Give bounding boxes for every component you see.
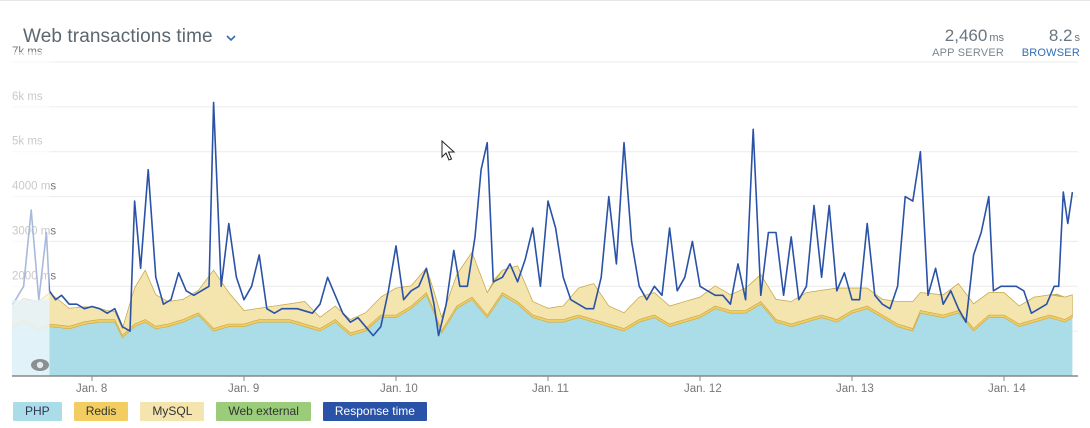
x-tick-label-1: Jan. 9 [228,383,259,395]
x-tick-label-3: Jan. 11 [532,383,569,395]
x-tick-label-2: Jan. 10 [380,383,418,395]
browser-unit: s [1074,32,1081,44]
chart-title-dropdown[interactable]: Web transactions time [23,26,237,48]
chart-title: Web transactions time [23,26,213,47]
legend-response-time[interactable]: Response time [322,402,427,421]
top-divider [0,0,1090,1]
x-tick-label-0: Jan. 8 [76,383,107,395]
browser-stat[interactable]: 8.2 s BROWSER [1022,26,1080,59]
legend-redis[interactable]: Redis [73,402,129,421]
app-server-label: APP SERVER [932,47,1004,59]
legend-mysql[interactable]: MySQL [140,402,205,421]
chart-legend: PHP Redis MySQL Web external Response ti… [13,402,427,421]
x-tick-label-5: Jan. 13 [836,383,874,395]
eye-icon [31,359,49,371]
legend-web-external[interactable]: Web external [216,402,311,421]
app-server-unit: ms [989,32,1004,44]
mouse-pointer-icon [441,139,456,167]
stacked-areas [0,101,1074,376]
area-web-external[interactable] [0,251,1073,330]
browser-label[interactable]: BROWSER [1021,47,1080,59]
line-response-time[interactable] [0,101,1074,337]
transactions-chart[interactable]: 1000 ms2000 ms3000 ms4000 ms5k ms6k ms7k… [0,0,1090,400]
area-php[interactable] [0,295,1073,376]
legend-php[interactable]: PHP [13,402,62,421]
browser-value: 8.2 [1048,26,1073,45]
x-tick-label-6: Jan. 14 [988,383,1026,395]
x-tick-label-4: Jan. 12 [684,383,722,395]
app-server-stat: 2,460 ms APP SERVER [932,26,1004,59]
chevron-down-icon[interactable] [225,31,237,43]
app-server-value: 2,460 [944,26,988,45]
